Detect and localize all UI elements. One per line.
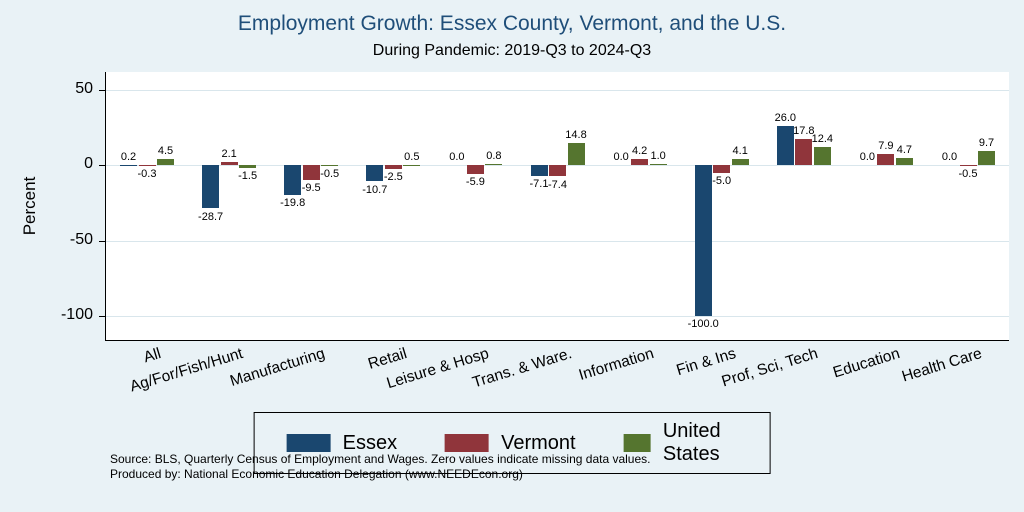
value-label: 7.9 (878, 139, 894, 152)
value-label: -5.9 (465, 176, 485, 189)
value-label: 0.0 (859, 151, 876, 164)
bar-vermont (713, 165, 731, 173)
bar-united-states (813, 146, 831, 166)
y-tick-mark (99, 165, 105, 167)
bar-united-states (649, 163, 667, 166)
value-label: -7.4 (548, 178, 567, 191)
bar-essex (694, 165, 712, 316)
bar-essex (776, 126, 794, 166)
gridline (106, 240, 1009, 242)
legend-series-label: Vermont (501, 431, 576, 454)
value-label: -9.5 (301, 181, 321, 194)
y-tick-mark (99, 240, 105, 242)
bar-vermont (631, 159, 649, 166)
legend-item-essex: Essex (286, 431, 398, 455)
value-label: 0.8 (486, 150, 502, 163)
value-label: -19.8 (280, 197, 306, 210)
bar-united-states (895, 158, 913, 166)
bar-vermont (877, 153, 895, 166)
legend-series-label: United States (662, 420, 721, 465)
value-label: 14.8 (565, 129, 587, 142)
chart-title: Employment Growth: Essex County, Vermont… (237, 12, 787, 35)
y-tick-label: 50 (75, 80, 93, 98)
bar-vermont (959, 165, 977, 167)
value-label: -0.5 (320, 168, 340, 181)
x-tick-label: Information (576, 345, 656, 384)
bar-united-states (321, 165, 339, 167)
y-tick-mark (99, 90, 105, 92)
value-label: 0.0 (613, 151, 629, 164)
legend-swatch-vermont (445, 434, 490, 452)
legend-swatch-united-states (623, 434, 651, 452)
source-note: Source: BLS, Quarterly Census of Employm… (110, 452, 650, 482)
legend-item-united-states: United States (623, 420, 738, 466)
bar-essex (530, 165, 548, 176)
value-label: -0.3 (137, 167, 157, 180)
bar-vermont (302, 165, 320, 180)
legend-item-vermont: Vermont (445, 431, 576, 455)
bar-united-states (239, 165, 257, 168)
bar-united-states (403, 164, 421, 166)
value-label: 17.8 (793, 124, 815, 137)
x-tick-label: Education (830, 345, 902, 382)
bar-vermont (549, 165, 566, 177)
bar-essex (202, 165, 220, 209)
legend: Essex Vermont United States (253, 412, 771, 474)
bar-essex (366, 165, 384, 182)
value-label: 4.2 (631, 145, 648, 157)
value-label: 4.5 (157, 144, 174, 157)
bar-essex (120, 165, 137, 166)
x-tick-label: Manufacturing (228, 345, 328, 390)
y-tick-label: -50 (69, 230, 93, 248)
value-label: -100.0 (687, 317, 719, 330)
bar-united-states (485, 164, 503, 166)
bar-united-states (157, 158, 174, 166)
bar-vermont (138, 165, 156, 166)
value-label: 0.5 (404, 150, 420, 163)
value-label: -0.5 (958, 168, 978, 181)
value-label: -5.0 (712, 174, 732, 187)
value-label: 0.0 (449, 151, 465, 164)
value-label: 0.0 (941, 151, 958, 164)
source-line-1: Source: BLS, Quarterly Census of Employm… (110, 452, 651, 466)
bar-essex (284, 165, 302, 196)
value-label: -7.1 (529, 178, 549, 190)
bar-vermont (220, 162, 238, 166)
value-label: 1.0 (650, 149, 666, 162)
value-label: -28.7 (198, 210, 224, 223)
value-label: -2.5 (383, 171, 403, 184)
y-tick-label: 0 (84, 155, 93, 173)
bar-united-states (978, 150, 995, 166)
bar-united-states (567, 143, 585, 166)
bar-vermont (384, 165, 402, 170)
value-label: 0.2 (120, 151, 137, 163)
y-axis-label: Percent (20, 176, 39, 236)
value-label: 26.0 (774, 112, 797, 125)
source-line-2: Produced by: National Economic Education… (110, 467, 523, 481)
plot-area: 0.2 -0.3 4.5 -28.7 2.1 -1.5 -19.8 -9.5 -0.5 -10.7… (105, 72, 1009, 341)
x-tick-label: All (141, 345, 163, 367)
value-label: -1.5 (238, 169, 258, 182)
value-label: 9.7 (978, 136, 995, 149)
value-label: 4.7 (896, 144, 913, 157)
gridline (106, 315, 1009, 317)
value-label: 4.1 (732, 145, 748, 158)
bar-vermont (795, 138, 813, 166)
x-tick-label: Health Care (899, 345, 984, 386)
value-label: 12.4 (811, 132, 834, 145)
gridline (106, 90, 1009, 92)
legend-series-label: Essex (342, 431, 398, 454)
y-tick-label: -100 (60, 305, 93, 323)
value-label: 2.1 (221, 148, 237, 161)
bar-vermont (466, 165, 484, 175)
chart-subtitle: During Pandemic: 2019-Q3 to 2024-Q3 (372, 42, 652, 59)
legend-swatch-essex (286, 434, 331, 452)
bar-united-states (731, 159, 749, 166)
value-label: -10.7 (362, 183, 388, 196)
y-tick-mark (99, 315, 105, 317)
